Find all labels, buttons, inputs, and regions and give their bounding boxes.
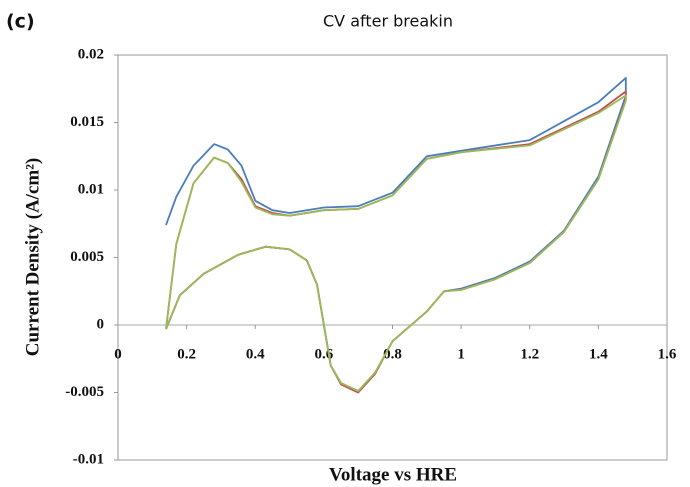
cv-line (165, 77, 627, 392)
x-tick-label: 1.4 (589, 346, 608, 362)
cv-line (165, 94, 627, 392)
y-tick-label: -0.01 (73, 451, 104, 467)
y-tick-label: 0.01 (78, 181, 104, 197)
x-tick-label: 0 (114, 346, 122, 362)
x-tick-label: 0.2 (177, 346, 196, 362)
plot-frame (117, 54, 668, 461)
y-tick-label: 0.02 (78, 46, 104, 62)
y-tick-label: -0.005 (65, 384, 104, 400)
chart-title: CV after breakin (323, 12, 453, 31)
x-tick-label: 0.6 (315, 346, 334, 362)
x-axis-label: Voltage vs HRE (329, 464, 457, 485)
panel-label: (c) (6, 11, 35, 33)
x-tick-label: 1.6 (658, 346, 677, 362)
y-tick-label: 0.005 (70, 249, 104, 265)
x-tick-label: 0.4 (246, 346, 265, 362)
y-tick-label: 0.015 (70, 114, 104, 130)
y-tick-label: 0 (97, 316, 105, 332)
x-tick-label: 1.2 (520, 346, 539, 362)
y-axis-label: Current Density (A/cm²) (22, 158, 43, 356)
x-tick-label: 1 (457, 346, 465, 362)
